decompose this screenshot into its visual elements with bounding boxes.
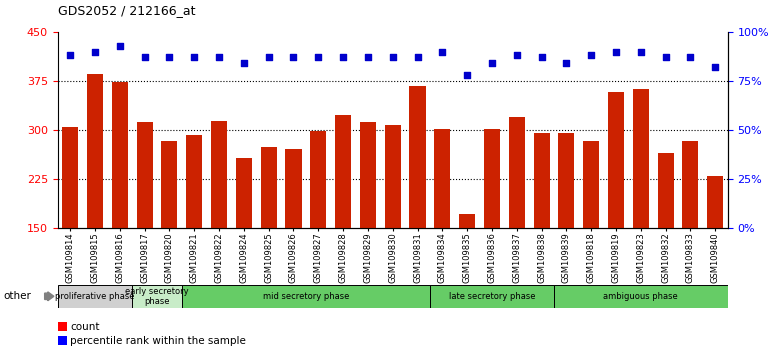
Point (163, 55, 176, 60)
Point (387, 55, 399, 60)
Text: GDS2052 / 212166_at: GDS2052 / 212166_at (58, 4, 196, 17)
Point (238, 61, 250, 66)
Text: ambiguous phase: ambiguous phase (604, 292, 678, 301)
Bar (385, 125, 400, 228)
Bar (260, 147, 276, 228)
Bar (236, 158, 252, 228)
Bar (136, 121, 152, 228)
Bar (162, 141, 177, 228)
Bar (658, 153, 674, 228)
Point (561, 61, 573, 66)
Bar (310, 131, 326, 228)
Bar (62, 127, 79, 228)
Bar (434, 129, 450, 228)
Point (64, 53, 76, 58)
Bar (286, 149, 302, 228)
Point (213, 55, 225, 60)
Bar (633, 90, 649, 228)
Bar (682, 141, 698, 228)
Point (362, 55, 374, 60)
Point (114, 43, 126, 48)
Bar (534, 133, 550, 228)
Text: early secretory
phase: early secretory phase (126, 287, 189, 306)
Point (263, 55, 275, 60)
Bar (459, 214, 475, 228)
Bar (182, 285, 430, 308)
Text: other: other (4, 291, 32, 301)
Point (634, 48, 647, 54)
Point (436, 48, 448, 54)
Bar (58, 285, 132, 308)
Text: mid secretory phase: mid secretory phase (263, 292, 349, 301)
Bar (211, 121, 227, 228)
Point (585, 53, 598, 58)
Bar (583, 141, 599, 228)
Point (287, 55, 300, 60)
Bar (608, 92, 624, 228)
Point (535, 55, 547, 60)
Point (188, 55, 200, 60)
Text: late secretory phase: late secretory phase (449, 292, 535, 301)
Bar (509, 117, 525, 228)
Bar (112, 82, 128, 228)
Bar (484, 129, 500, 228)
Point (337, 55, 350, 60)
Point (461, 72, 474, 78)
Point (610, 48, 622, 54)
Point (89, 48, 101, 54)
Bar (186, 135, 203, 228)
Point (511, 53, 523, 58)
Bar (360, 122, 376, 228)
Bar (558, 133, 574, 228)
Bar (335, 115, 351, 228)
Point (486, 61, 498, 66)
Point (685, 55, 697, 60)
Text: proliferative phase: proliferative phase (55, 292, 135, 301)
Bar (410, 86, 426, 228)
Bar (430, 285, 554, 308)
Point (659, 55, 671, 60)
Text: count: count (70, 322, 99, 332)
Bar (132, 285, 182, 308)
Point (709, 64, 721, 70)
Text: percentile rank within the sample: percentile rank within the sample (70, 336, 246, 346)
Bar (554, 285, 728, 308)
Point (411, 55, 424, 60)
Point (139, 55, 151, 60)
Bar (87, 74, 103, 228)
Bar (707, 176, 723, 228)
Point (312, 55, 324, 60)
